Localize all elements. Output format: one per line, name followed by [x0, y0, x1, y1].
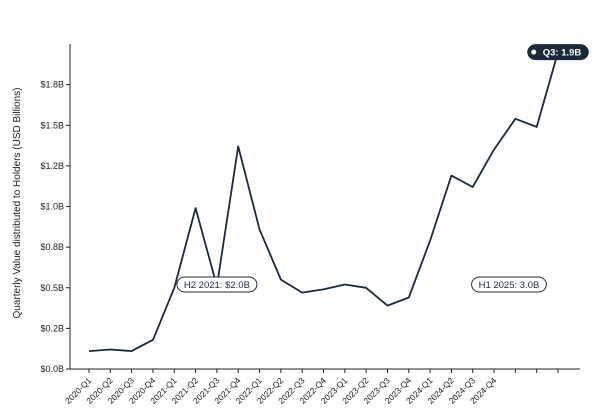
annotation-label: Q3: 1.9B — [527, 44, 589, 61]
annotation-box — [471, 276, 547, 293]
annotation-box — [176, 276, 258, 293]
axes — [69, 44, 580, 370]
y-tick-label: $1.0B — [40, 202, 64, 212]
annotation-label: H1 2025: 3.0B — [471, 276, 547, 293]
y-tick-label: $0.5B — [40, 283, 64, 293]
y-tick-label: $0.2B — [40, 323, 64, 333]
annotation-dot — [531, 49, 537, 55]
y-tick-label: $0.8B — [40, 242, 64, 252]
y-tick-label: $1.2B — [40, 161, 64, 171]
annotation-text: H2 2021: $2.0B — [184, 280, 250, 291]
series-line — [88, 51, 559, 353]
annotation-text: H1 2025: 3.0B — [479, 280, 540, 291]
y-tick-label: $0.0B — [40, 364, 64, 374]
series-layer — [88, 51, 559, 353]
y-axis-ticks: $0.0B $0.2B $0.5B $0.8B $1.0B $1.2B $1.5B $1.8B — [40, 80, 70, 374]
annotations: H2 2021: $2.0B H1 2025: 3.0B Q3: 1.9B — [176, 44, 589, 293]
annotation-box — [527, 44, 589, 61]
annotation-text: Q3: 1.9B — [543, 48, 582, 59]
annotation-label: H2 2021: $2.0B — [176, 276, 258, 293]
y-tick-label: $1.8B — [40, 80, 64, 90]
y-tick-label: $1.5B — [40, 120, 64, 130]
y-axis-title: Quarterly Value distributed to Holders (… — [12, 87, 23, 318]
x-axis-ticks: 2020-Q12020-Q22020-Q32020-Q42021-Q12021-… — [63, 369, 559, 406]
